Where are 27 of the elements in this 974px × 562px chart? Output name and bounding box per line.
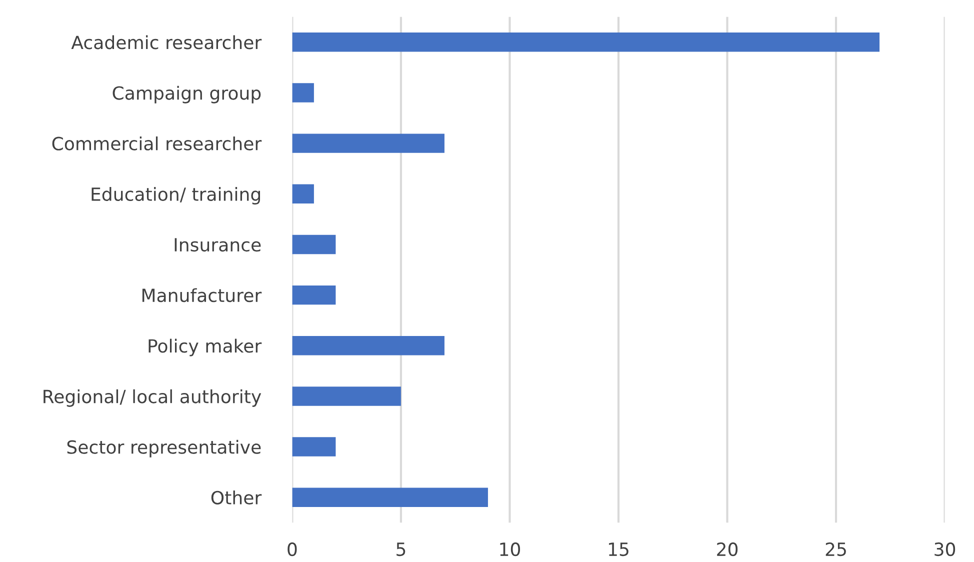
x-tick-label: 25 <box>826 542 846 556</box>
x-tick-label: 15 <box>608 542 628 556</box>
bar <box>292 234 336 254</box>
bar <box>292 83 314 102</box>
y-tick-label: Policy maker <box>148 338 262 356</box>
bar <box>292 488 488 507</box>
y-tick-label: Regional/ local authority <box>44 389 262 407</box>
y-tick-label: Commercial researcher <box>52 136 262 150</box>
x-tick-label: 10 <box>500 542 520 556</box>
bar <box>292 336 444 356</box>
bar <box>292 134 444 153</box>
bar <box>292 437 336 456</box>
bar <box>292 386 401 406</box>
y-tick-label: Sector representative <box>67 440 261 458</box>
y-tick-label: Other <box>211 490 262 504</box>
x-tick-label: 20 <box>717 542 738 556</box>
y-tick-label: Insurance <box>174 238 261 252</box>
bar <box>292 285 336 305</box>
x-tick-label: 30 <box>934 542 956 556</box>
x-tick-label: 5 <box>396 542 406 556</box>
y-tick-label: Campaign group <box>112 86 261 104</box>
y-tick-label: Manufacturer <box>142 288 262 302</box>
y-tick-label: Academic researcher <box>71 35 262 50</box>
bar <box>292 32 880 52</box>
y-tick-label: Education/ training <box>92 187 260 205</box>
bar <box>292 184 314 204</box>
x-tick-label: 0 <box>288 542 297 556</box>
